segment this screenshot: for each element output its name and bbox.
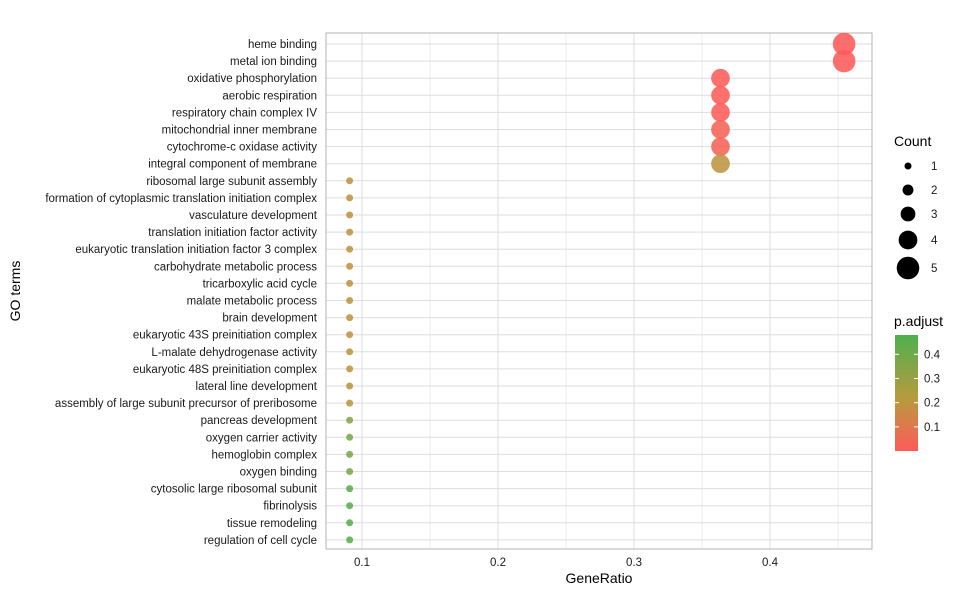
count-legend-label: 4 bbox=[931, 235, 938, 247]
data-point bbox=[346, 297, 354, 304]
data-point bbox=[711, 103, 730, 122]
count-legend-dot bbox=[904, 162, 912, 170]
p-adjust-legend: p.adjust 0.1 0.2 0.3 0.4 bbox=[894, 313, 943, 451]
count-legend-label: 5 bbox=[931, 263, 937, 275]
y-tick-label: carbohydrate metabolic process bbox=[154, 261, 317, 273]
y-axis-title: GO terms bbox=[7, 261, 23, 322]
y-tick-label: integral component of membrane bbox=[148, 159, 317, 171]
y-tick-label: metal ion binding bbox=[230, 56, 317, 68]
count-legend-label: 1 bbox=[931, 161, 937, 173]
y-tick-label: oxidative phosphorylation bbox=[187, 73, 317, 85]
data-point bbox=[832, 32, 856, 56]
y-tick-label: eukaryotic translation initiation factor… bbox=[75, 244, 317, 256]
y-axis-tick-labels: heme binding metal ion binding oxidative p… bbox=[45, 39, 317, 547]
p-adjust-legend-label: 0.2 bbox=[924, 398, 940, 410]
data-point bbox=[346, 262, 354, 270]
data-point bbox=[346, 228, 354, 236]
data-points bbox=[346, 32, 856, 544]
y-tick-label: assembly of large subunit precursor of p… bbox=[55, 398, 317, 410]
data-point bbox=[346, 245, 354, 253]
x-axis-tick-labels: 0.1 0.2 0.3 0.4 bbox=[354, 557, 779, 569]
y-tick-label: heme binding bbox=[248, 39, 317, 51]
y-tick-label: brain development bbox=[222, 313, 317, 325]
count-legend-items: 1 2 3 4 5 bbox=[896, 161, 938, 280]
count-legend: Count 1 2 3 4 5 bbox=[894, 133, 938, 280]
y-tick-label: tissue remodeling bbox=[227, 518, 317, 530]
y-tick-label: eukaryotic 48S preinitiation complex bbox=[133, 364, 317, 376]
p-adjust-legend-label: 0.4 bbox=[924, 349, 941, 361]
data-point bbox=[711, 68, 730, 88]
data-point bbox=[346, 450, 354, 458]
count-legend-title: Count bbox=[894, 133, 931, 149]
data-point bbox=[711, 154, 730, 174]
data-point bbox=[346, 365, 354, 373]
data-point bbox=[346, 194, 354, 202]
data-point bbox=[346, 502, 354, 510]
data-point bbox=[346, 382, 354, 390]
y-tick-label: L-malate dehydrogenase activity bbox=[151, 347, 317, 359]
data-point bbox=[346, 519, 354, 527]
y-tick-label: oxygen binding bbox=[240, 467, 317, 479]
data-point bbox=[346, 211, 354, 219]
y-tick-label: cytosolic large ribosomal subunit bbox=[151, 484, 318, 496]
p-adjust-legend-label: 0.3 bbox=[924, 374, 940, 386]
x-tick-label: 0.2 bbox=[490, 557, 506, 569]
y-tick-label: cytochrome-c oxidase activity bbox=[167, 142, 317, 154]
y-tick-label: vasculature development bbox=[189, 210, 318, 222]
count-legend-label: 2 bbox=[931, 185, 937, 197]
y-tick-label: hemoglobin complex bbox=[212, 449, 318, 461]
x-axis-title: GeneRatio bbox=[566, 570, 633, 586]
y-tick-label: regulation of cell cycle bbox=[204, 535, 317, 547]
x-tick-label: 0.4 bbox=[762, 557, 779, 569]
y-tick-label: formation of cytoplasmic translation ini… bbox=[45, 193, 317, 205]
data-point bbox=[346, 485, 354, 493]
y-tick-label: ribosomal large subunit assembly bbox=[146, 176, 317, 188]
count-legend-dot bbox=[898, 230, 918, 250]
y-tick-label: malate metabolic process bbox=[187, 296, 318, 308]
y-tick-label: pancreas development bbox=[201, 415, 318, 427]
data-point bbox=[346, 536, 354, 544]
data-point bbox=[346, 416, 354, 424]
y-tick-label: lateral line development bbox=[196, 381, 318, 393]
data-point bbox=[346, 279, 354, 287]
data-point bbox=[346, 314, 354, 322]
grid-lines bbox=[326, 33, 872, 549]
y-tick-label: respiratory chain complex IV bbox=[172, 107, 317, 119]
count-legend-dot bbox=[902, 184, 914, 196]
data-point bbox=[346, 433, 354, 441]
count-legend-dot bbox=[896, 256, 920, 280]
data-point bbox=[346, 331, 354, 339]
data-point bbox=[711, 137, 730, 156]
y-tick-label: eukaryotic 43S preinitiation complex bbox=[133, 330, 317, 342]
data-point bbox=[832, 49, 856, 73]
data-point bbox=[346, 177, 354, 185]
data-point bbox=[346, 468, 354, 475]
y-tick-label: oxygen carrier activity bbox=[206, 432, 317, 444]
p-adjust-colorbar bbox=[895, 335, 918, 451]
data-point bbox=[711, 120, 730, 139]
x-tick-label: 0.3 bbox=[626, 557, 642, 569]
p-adjust-legend-label: 0.1 bbox=[924, 422, 940, 434]
y-tick-label: aerobic respiration bbox=[222, 90, 317, 102]
count-legend-label: 3 bbox=[931, 209, 937, 221]
y-tick-label: translation initiation factor activity bbox=[148, 227, 317, 239]
y-tick-label: fibrinolysis bbox=[263, 501, 317, 513]
y-tick-label: mitochondrial inner membrane bbox=[162, 125, 317, 137]
plot-panel-border bbox=[325, 32, 873, 550]
p-adjust-legend-ticks: 0.1 0.2 0.3 0.4 bbox=[895, 349, 941, 434]
data-point bbox=[346, 348, 354, 356]
data-point bbox=[711, 85, 730, 105]
x-tick-label: 0.1 bbox=[354, 557, 370, 569]
p-adjust-legend-title: p.adjust bbox=[894, 313, 943, 329]
y-tick-label: tricarboxylic acid cycle bbox=[203, 278, 317, 290]
count-legend-dot bbox=[900, 206, 916, 222]
data-point bbox=[346, 399, 354, 407]
